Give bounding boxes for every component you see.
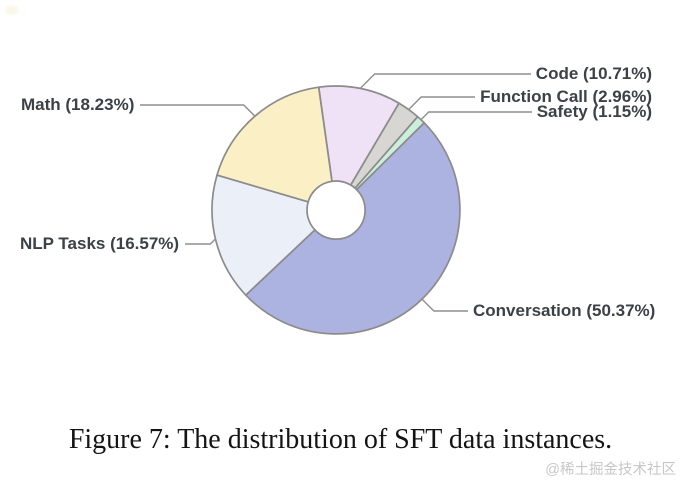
pie-label-nlp-tasks: NLP Tasks (16.57%) [20,234,180,253]
pie-label-conversation: Conversation (50.37%) [473,301,656,320]
pie-label-safety: Safety (1.15%) [536,102,652,121]
slice-nlp-tasks [211,174,316,296]
watermark: @稀土掘金技术社区 [545,462,676,478]
pie-label-code: Code (10.71%) [535,64,652,83]
leader-function-call [408,96,475,110]
leader-conversation [421,298,468,312]
leader-nlp-tasks [185,238,216,245]
pie-label-math: Math (18.23%) [21,95,135,114]
corner-artifact [5,5,19,15]
leader-safety [420,111,532,121]
figure-caption: Figure 7: The distribution of SFT data i… [68,424,613,455]
leader-code [359,73,531,89]
slice-math [216,86,333,203]
pie-label-function-call: Function Call (2.96%) [480,87,652,106]
slice-conversation [244,122,461,335]
leader-math [140,104,256,117]
